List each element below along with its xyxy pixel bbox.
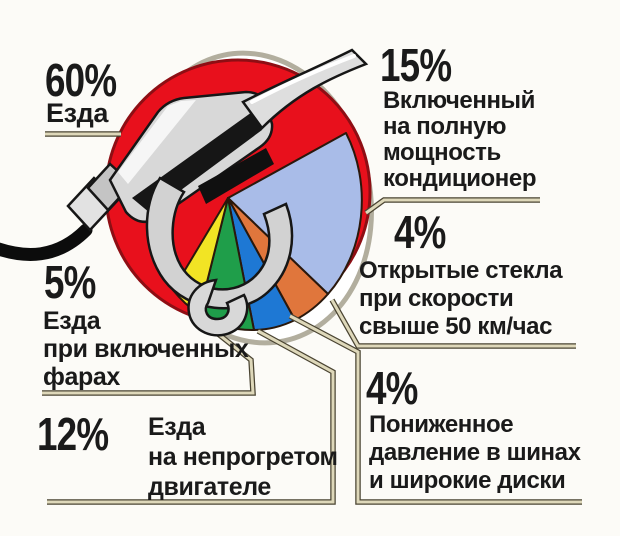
label-line: фарах	[43, 363, 120, 391]
label-line: и широкие диски	[369, 467, 566, 494]
label-line: Езда	[148, 413, 206, 441]
label-line: свыше 50 км/час	[359, 313, 553, 340]
label-line: двигателе	[148, 473, 271, 501]
pie-slice-air-conditioner	[227, 132, 363, 295]
fuel-nozzle-icon	[0, 48, 369, 337]
label-line: кондиционер	[383, 165, 537, 192]
nozzle-hook	[187, 278, 249, 337]
label-headlights: Езда при включенных фарах	[43, 307, 249, 391]
label-line: Езда	[43, 307, 101, 335]
nozzle-spout	[241, 48, 369, 130]
label-open-windows: Открытые стекла при скорости свыше 50 км…	[359, 257, 563, 341]
callout-5-fill	[42, 316, 255, 395]
nozzle-spout-highlight	[250, 54, 356, 104]
label-line: Пониженное	[369, 411, 514, 438]
percent-headlights: 5%	[44, 256, 96, 308]
nozzle-trigger	[198, 148, 274, 204]
callout-12-fill	[47, 329, 335, 504]
nozzle-body-highlight	[118, 100, 196, 184]
nozzle-trigger-guard	[145, 176, 294, 310]
label-line: мощность	[383, 139, 501, 166]
percent-tire-pressure: 4%	[366, 362, 418, 414]
label-line: Открытые стекла	[359, 257, 563, 284]
callout-ribbons	[42, 131, 582, 505]
label-line: при включенных	[43, 335, 249, 363]
callout-15-fill	[365, 198, 540, 215]
label-line: на непрогретом	[148, 443, 338, 471]
callout-4-windows-fill	[330, 299, 576, 348]
label-line: давление в шинах	[369, 439, 581, 466]
label-line: при скорости	[359, 285, 514, 312]
label-line: на полную	[383, 113, 507, 140]
label-tire-pressure: Пониженное давление в шинах и широкие ди…	[369, 411, 581, 495]
label-driving: Езда	[46, 99, 108, 127]
nozzle-hose	[0, 223, 93, 261]
label-line: Езда	[46, 98, 108, 128]
percent-driving: 60%	[45, 54, 117, 106]
label-cold-engine: Езда на непрогретом двигателе	[148, 412, 338, 502]
label-line: Включенный	[383, 87, 535, 114]
callout-15	[364, 197, 540, 216]
callout-4-tires-fill	[289, 314, 582, 504]
percent-air-conditioner: 15%	[380, 39, 452, 91]
percent-cold-engine: 12%	[37, 408, 109, 460]
percent-open-windows: 4%	[394, 206, 446, 258]
label-air-conditioner: Включенный на полную мощность кондиционе…	[383, 87, 537, 192]
